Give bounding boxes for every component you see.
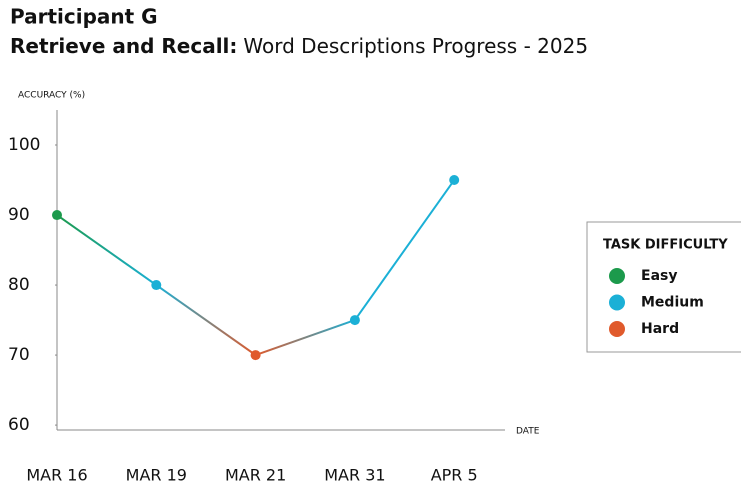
- y-tick-label: 70: [8, 345, 30, 365]
- legend-marker: [609, 294, 625, 311]
- legend-label: Easy: [641, 268, 677, 284]
- y-tick-label: 90: [8, 205, 30, 225]
- x-axis-label: DATE: [516, 427, 540, 437]
- line-segment: [255, 319, 356, 357]
- data-point: [52, 210, 62, 221]
- data-point: [250, 350, 261, 361]
- x-tick-label: MAR 16: [26, 466, 87, 485]
- legend-label: Hard: [641, 321, 679, 337]
- line-segment: [155, 284, 257, 356]
- y-tick-label: 80: [8, 275, 30, 295]
- legend-title: TASK DIFFICULTY: [603, 238, 728, 253]
- legend-marker: [609, 268, 625, 284]
- y-tick-label: 60: [8, 415, 30, 435]
- legend-label: Medium: [641, 295, 704, 311]
- y-axis-label: ACCURACY (%): [18, 91, 85, 101]
- chart-title: Participant G: [10, 5, 158, 29]
- data-point: [349, 315, 360, 326]
- line-segment: [56, 214, 157, 286]
- y-tick-label: 100: [8, 135, 40, 155]
- legend-box: [586, 221, 741, 353]
- line-segment: [354, 179, 456, 321]
- x-tick-label: MAR 31: [324, 466, 385, 485]
- data-point: [151, 280, 162, 291]
- x-tick-label: APR 5: [431, 466, 478, 485]
- x-tick-label: MAR 19: [126, 466, 187, 485]
- legend-marker: [609, 321, 625, 337]
- subtitle-text: Word Descriptions Progress - 2025: [243, 34, 588, 58]
- data-point: [449, 175, 460, 186]
- x-tick-label: MAR 21: [225, 466, 286, 485]
- subtitle-bold: Retrieve and Recall:: [10, 34, 237, 58]
- chart-subtitle: Retrieve and Recall: Word Descriptions Pr…: [10, 34, 588, 58]
